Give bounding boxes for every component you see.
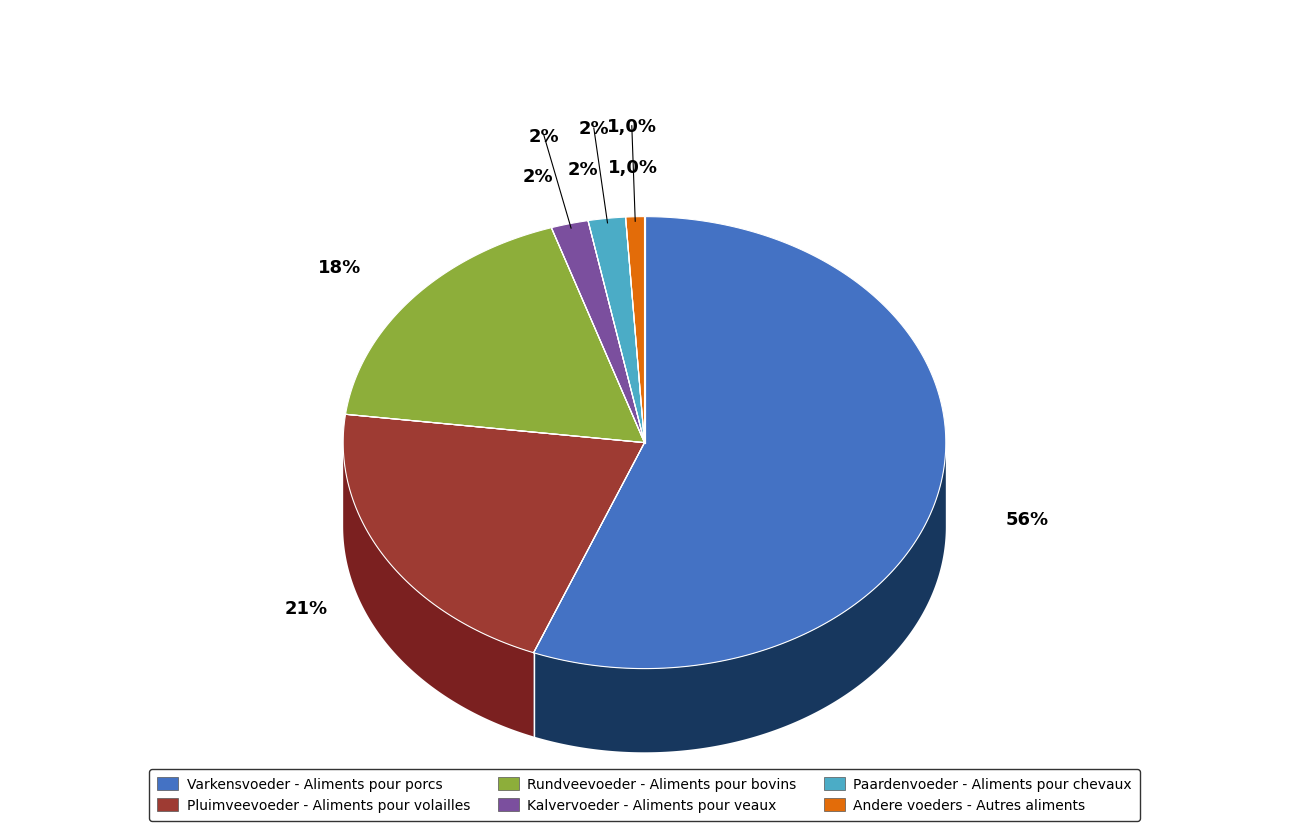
Text: 21%: 21% (285, 599, 329, 617)
Polygon shape (588, 218, 644, 443)
Polygon shape (534, 445, 946, 752)
Polygon shape (552, 222, 644, 443)
Text: 18%: 18% (318, 258, 361, 277)
Text: 1,0%: 1,0% (607, 118, 657, 135)
Polygon shape (534, 217, 946, 669)
Text: 2%: 2% (528, 127, 559, 145)
Text: 2%: 2% (579, 120, 610, 138)
Legend: Varkensvoeder - Aliments pour porcs, Pluimveevoeder - Aliments pour volailles, R: Varkensvoeder - Aliments pour porcs, Plu… (150, 769, 1139, 821)
Polygon shape (343, 415, 644, 653)
Polygon shape (625, 217, 644, 443)
Text: 2%: 2% (522, 167, 553, 186)
Text: 2%: 2% (567, 161, 598, 179)
Polygon shape (343, 444, 534, 737)
Polygon shape (345, 228, 644, 443)
Text: 56%: 56% (1005, 511, 1049, 528)
Text: 1,0%: 1,0% (608, 159, 657, 177)
